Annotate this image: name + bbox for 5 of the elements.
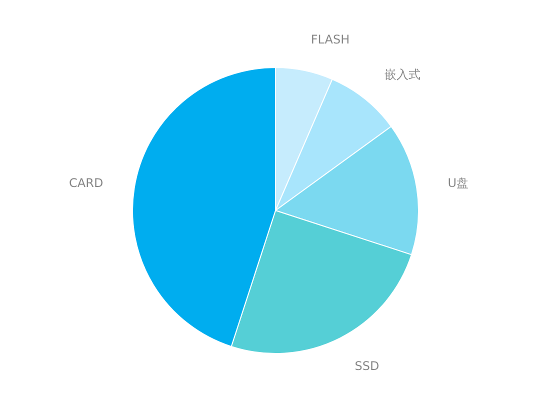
slice-label: FLASH (310, 32, 350, 47)
slice-label: SSD (354, 358, 380, 373)
slice-label: U盘 (448, 176, 469, 190)
slice-label: CARD (69, 176, 104, 190)
slice-label: 嵌入式 (384, 67, 421, 82)
